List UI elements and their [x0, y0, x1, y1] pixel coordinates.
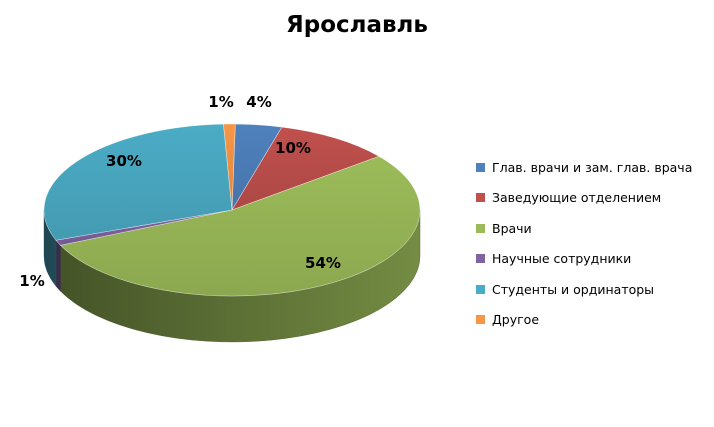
pie-slice-1 [231, 126, 380, 211]
legend-label: Студенты и ординаторы [492, 281, 655, 297]
legend-item-5: Другое [476, 305, 692, 336]
legend-swatch [476, 284, 485, 294]
legend-swatch [476, 254, 485, 264]
legend-item-1: Заведующие отделением [476, 183, 692, 214]
legend-swatch [476, 193, 485, 203]
chart-title: Ярославль [286, 12, 428, 38]
legend-item-3: Научные сотрудники [476, 244, 692, 275]
legend-label: Другое [492, 312, 540, 328]
data-label-3: 1% [19, 272, 44, 290]
data-label-4: 30% [106, 152, 142, 170]
pie-side-walls [43, 209, 421, 343]
legend-swatch [476, 315, 485, 325]
legend-item-2: Врачи [476, 213, 692, 244]
legend-swatch [476, 162, 485, 172]
legend-item-0: Глав. врачи и зам. глав. врача [476, 152, 692, 183]
legend-item-4: Студенты и ординаторы [476, 274, 692, 305]
data-label-0: 4% [246, 93, 271, 111]
pie-slice-4 [43, 123, 233, 241]
legend-label: Научные сотрудники [492, 251, 632, 267]
data-label-2: 54% [305, 254, 341, 272]
legend-label: Глав. врачи и зам. глав. врача [492, 159, 693, 175]
legend-label: Заведующие отделением [492, 190, 662, 206]
data-label-5: 1% [208, 93, 233, 111]
pie-data-labels: 4% 10% 54% 1% 30% 1% [19, 93, 341, 290]
legend-label: Врачи [492, 220, 532, 236]
pie-top-faces [43, 123, 421, 297]
pie-slice-5 [223, 123, 236, 211]
data-label-1: 10% [275, 139, 311, 157]
pie-slice-2 [59, 156, 421, 297]
legend-swatch [476, 223, 485, 233]
legend: Глав. врачи и зам. глав. врача Заведующие… [476, 152, 692, 335]
pie-side-3 [55, 239, 61, 292]
